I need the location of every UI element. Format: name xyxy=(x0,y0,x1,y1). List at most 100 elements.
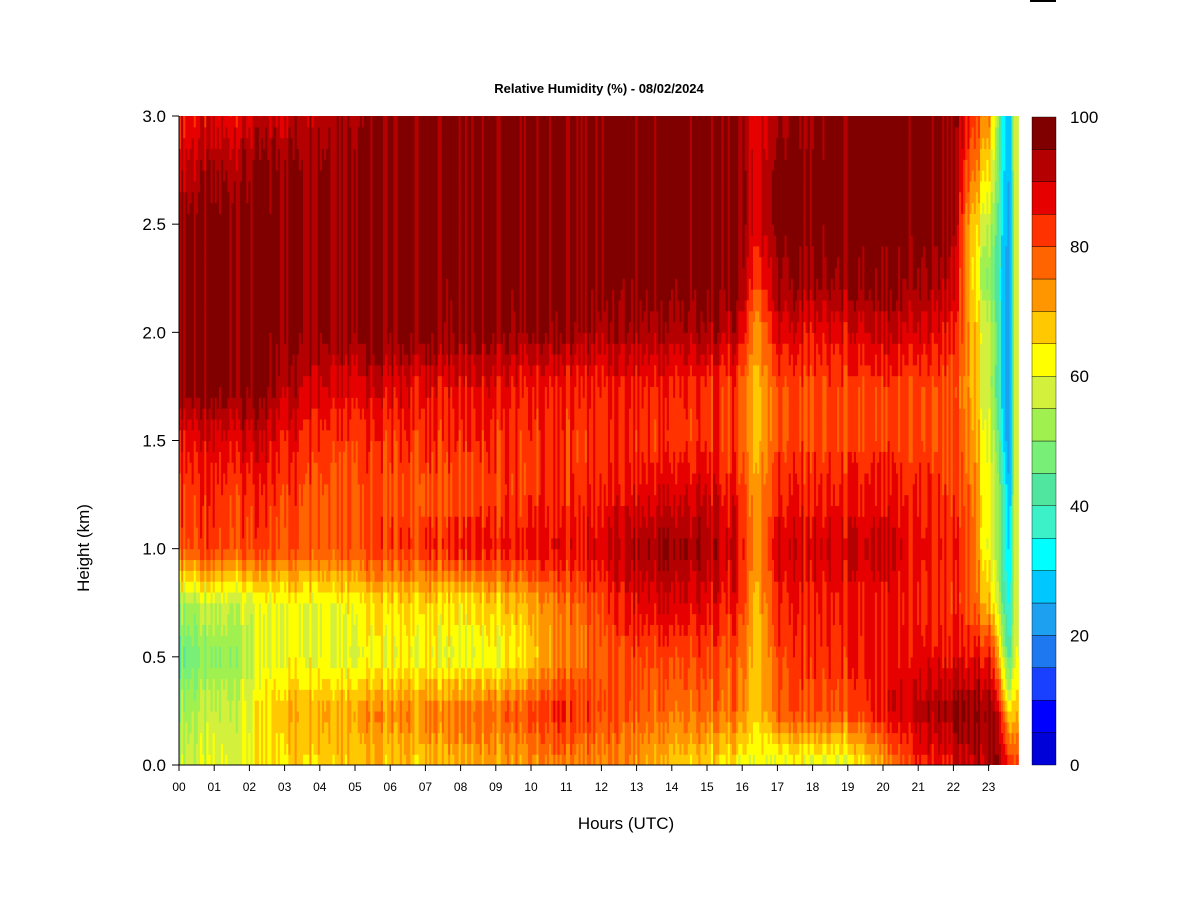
heatmap-cell xyxy=(227,343,231,355)
heatmap-cell xyxy=(183,267,186,279)
heatmap-cell xyxy=(218,667,222,680)
heatmap-cell xyxy=(191,537,195,550)
heatmap-cell xyxy=(189,505,193,517)
heatmap-cell xyxy=(225,126,228,139)
heatmap-cell xyxy=(179,570,182,582)
heatmap-cell xyxy=(185,516,189,528)
heatmap-cell xyxy=(183,646,186,658)
heatmap-cell xyxy=(218,213,222,225)
heatmap-cell xyxy=(193,429,197,442)
heatmap-cell xyxy=(229,462,233,474)
heatmap-cell xyxy=(187,570,191,582)
heatmap-cell xyxy=(200,559,203,571)
heatmap-cell xyxy=(221,548,224,561)
heatmap-cell xyxy=(212,332,216,344)
corner-mark xyxy=(1030,0,1056,2)
heatmap-cell xyxy=(204,278,207,290)
heatmap-cell xyxy=(200,700,203,712)
heatmap-cell xyxy=(191,159,195,171)
heatmap-cell xyxy=(216,418,220,431)
heatmap-cell xyxy=(181,721,184,734)
heatmap-cell xyxy=(221,321,224,333)
heatmap-cell xyxy=(185,581,189,593)
heatmap-cell xyxy=(197,754,201,765)
heatmap-cell xyxy=(197,213,201,225)
heatmap-cell xyxy=(212,559,216,571)
heatmap-cell xyxy=(223,591,226,604)
heatmap-cell xyxy=(212,602,216,615)
heatmap-cell xyxy=(208,732,212,744)
heatmap-cell xyxy=(221,678,224,690)
heatmap-cell xyxy=(200,678,203,690)
heatmap-cell xyxy=(197,494,201,506)
heatmap-cell xyxy=(185,353,189,366)
heatmap-cell xyxy=(225,148,228,160)
heatmap-cell xyxy=(208,656,212,669)
heatmap-cell xyxy=(185,505,189,517)
heatmap-cell xyxy=(212,116,216,128)
heatmap-cell xyxy=(202,256,205,269)
heatmap-cell xyxy=(183,462,186,474)
heatmap-cell xyxy=(181,440,184,452)
heatmap-cell xyxy=(195,483,199,496)
heatmap-cell xyxy=(208,126,212,139)
heatmap-cell xyxy=(227,548,231,561)
heatmap-cell xyxy=(193,224,197,236)
heatmap-cell xyxy=(225,537,228,550)
heatmap-cell xyxy=(204,483,207,496)
heatmap-cell xyxy=(204,170,207,182)
heatmap-cell xyxy=(187,472,191,485)
heatmap-cell xyxy=(216,743,220,755)
heatmap-cell xyxy=(200,624,203,636)
heatmap-cell xyxy=(208,116,212,117)
heatmap-cell xyxy=(191,559,195,571)
heatmap-cell xyxy=(191,418,195,431)
heatmap-cell xyxy=(221,224,224,236)
heatmap-cell xyxy=(185,462,189,474)
heatmap-cell xyxy=(223,202,226,214)
heatmap-cell xyxy=(229,116,233,117)
heatmap-cell xyxy=(218,170,222,182)
heatmap-cell xyxy=(305,116,308,117)
heatmap-cell xyxy=(225,516,228,528)
heatmap-cell xyxy=(208,689,212,701)
heatmap-cell xyxy=(200,516,203,528)
heatmap-cell xyxy=(210,343,214,355)
heatmap-cell xyxy=(204,667,207,680)
heatmap-cell xyxy=(187,429,191,442)
heatmap-cell xyxy=(216,364,220,377)
heatmap-cell xyxy=(204,191,207,204)
heatmap-cell xyxy=(225,180,228,193)
heatmap-cell xyxy=(229,321,233,333)
heatmap-cell xyxy=(223,278,226,290)
heatmap-cell xyxy=(212,408,216,420)
heatmap-cell xyxy=(179,278,182,290)
heatmap-cell xyxy=(210,516,214,528)
heatmap-cell xyxy=(214,689,218,701)
heatmap-cell xyxy=(239,116,243,117)
heatmap-cell xyxy=(216,343,220,355)
heatmap-cell xyxy=(181,364,184,377)
heatmap-cell xyxy=(204,299,207,312)
heatmap-cell xyxy=(191,191,195,204)
heatmap-cell xyxy=(185,656,189,669)
heatmap-cell xyxy=(189,137,193,150)
heatmap-cell xyxy=(216,505,220,517)
heatmap-cell xyxy=(221,667,224,680)
heatmap-cell xyxy=(187,635,191,647)
heatmap-cell xyxy=(187,559,191,571)
heatmap-cell xyxy=(189,516,193,528)
heatmap-cell xyxy=(185,267,189,279)
heatmap-cell xyxy=(210,721,214,734)
heatmap-cell xyxy=(223,624,226,636)
heatmap-cell xyxy=(214,678,218,690)
heatmap-cell xyxy=(179,462,182,474)
heatmap-cell xyxy=(202,559,205,571)
heatmap-cell xyxy=(181,689,184,701)
heatmap-cell xyxy=(204,591,207,604)
heatmap-cell xyxy=(212,689,216,701)
heatmap-cell xyxy=(210,646,214,658)
heatmap-cell xyxy=(225,213,228,225)
heatmap-cell xyxy=(208,245,212,258)
